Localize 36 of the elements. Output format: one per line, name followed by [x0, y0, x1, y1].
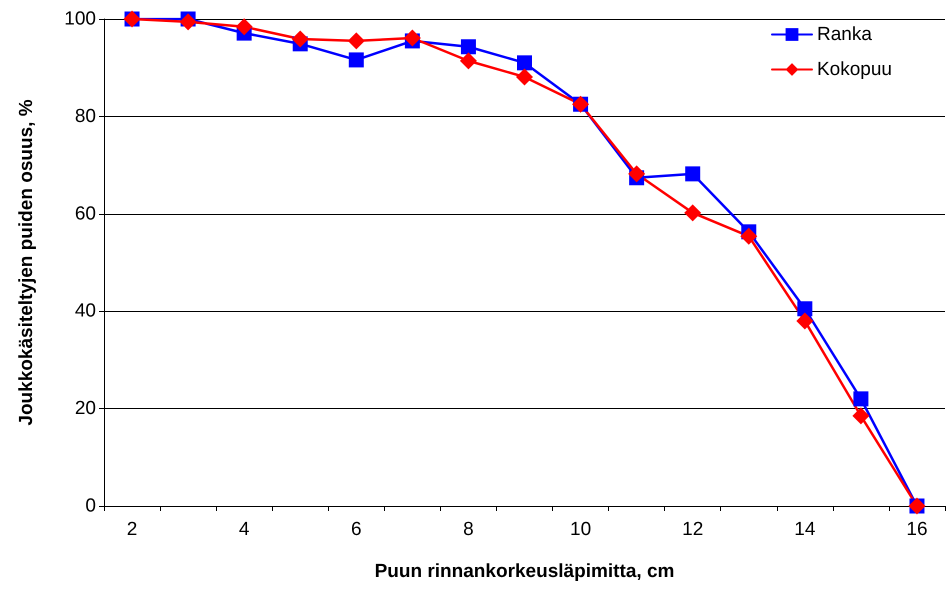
point	[852, 407, 870, 424]
point	[460, 39, 476, 54]
point	[348, 32, 365, 50]
legend-label: Kokopuu	[816, 59, 892, 80]
point	[404, 29, 421, 46]
y-axis-title: Joukkokäsiteltyjen puiden osuus, %	[16, 99, 37, 426]
x-tick-label: 2	[126, 519, 138, 540]
x-tick-label: 8	[463, 519, 474, 540]
point	[460, 52, 477, 70]
y-tick-label: 40	[74, 300, 96, 322]
y-tick-label: 100	[64, 8, 96, 30]
y-tick-label: 20	[74, 398, 96, 420]
x-tick-label: 14	[794, 519, 816, 540]
point	[236, 18, 253, 36]
y-tick-label: 60	[74, 203, 96, 224]
point	[628, 165, 646, 182]
y-tick-label: 80	[74, 106, 96, 127]
x-tick-label: 12	[682, 519, 704, 540]
point	[292, 30, 309, 48]
x-tick-label: 4	[238, 519, 250, 540]
x-tick-label: 16	[906, 519, 928, 540]
point	[348, 52, 364, 68]
point	[180, 13, 197, 30]
point	[517, 55, 532, 70]
point	[853, 391, 868, 406]
point	[684, 204, 702, 222]
point	[796, 312, 814, 330]
point	[797, 301, 812, 316]
x-axis-title: Puun rinnankorkeusläpimitta, cm	[374, 561, 674, 582]
point	[740, 228, 758, 245]
x-tick-label: 6	[351, 519, 362, 540]
y-tick-label: 0	[85, 496, 96, 516]
point	[516, 68, 533, 86]
point	[685, 166, 700, 182]
x-tick-label: 10	[570, 519, 592, 540]
legend-label: Ranka	[816, 24, 872, 45]
